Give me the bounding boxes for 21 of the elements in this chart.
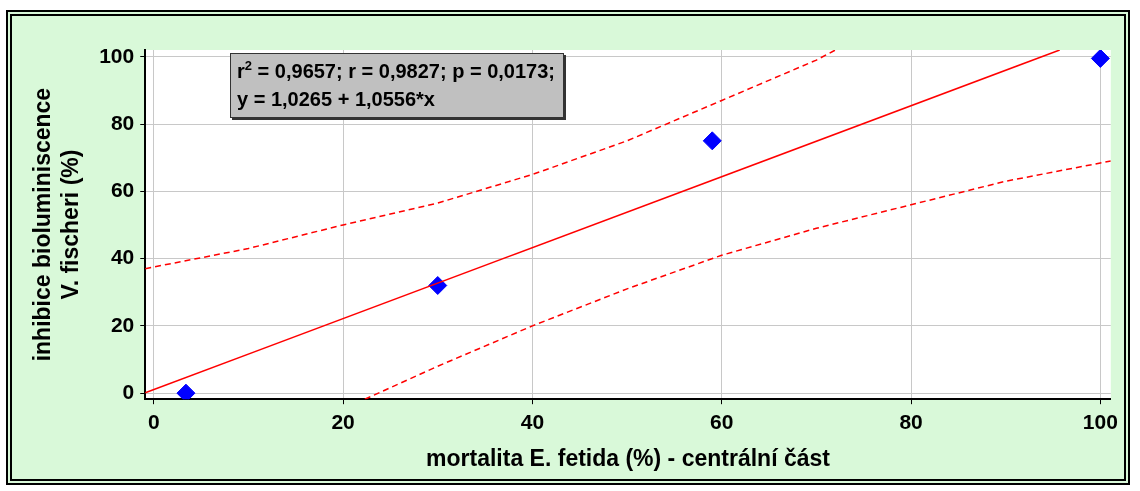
y-tick-label: 100 — [99, 43, 135, 67]
y-axis-title: inhibice bioluminiscence V. fischeri (%) — [29, 87, 83, 362]
x-tick-label: 20 — [331, 409, 355, 433]
x-tick-label: 60 — [710, 409, 734, 433]
x-axis-title: mortalita E. fetida (%) - centrální část — [426, 444, 831, 471]
x-tick-label: 80 — [899, 409, 923, 433]
line-series — [145, 50, 837, 270]
y-tick-label: 40 — [110, 245, 135, 269]
y-tick-label: 20 — [110, 312, 135, 336]
line-series — [364, 160, 1111, 400]
y-tick-label: 60 — [110, 178, 135, 202]
y-tick-label: 80 — [110, 110, 135, 134]
point — [702, 131, 722, 151]
annotation: y = 1,0265 + 1,0556*x — [237, 87, 436, 112]
point — [176, 383, 196, 400]
x-tick-label: 100 — [1082, 409, 1118, 433]
point — [1090, 50, 1110, 68]
x-tick-label: 40 — [520, 409, 545, 433]
x-tick-label: 0 — [147, 409, 160, 433]
y-tick-label: 0 — [122, 379, 135, 403]
annotation: r$^{2}$ = 0,9657; r = 0,9827; p = 0,0173; — [237, 57, 556, 84]
